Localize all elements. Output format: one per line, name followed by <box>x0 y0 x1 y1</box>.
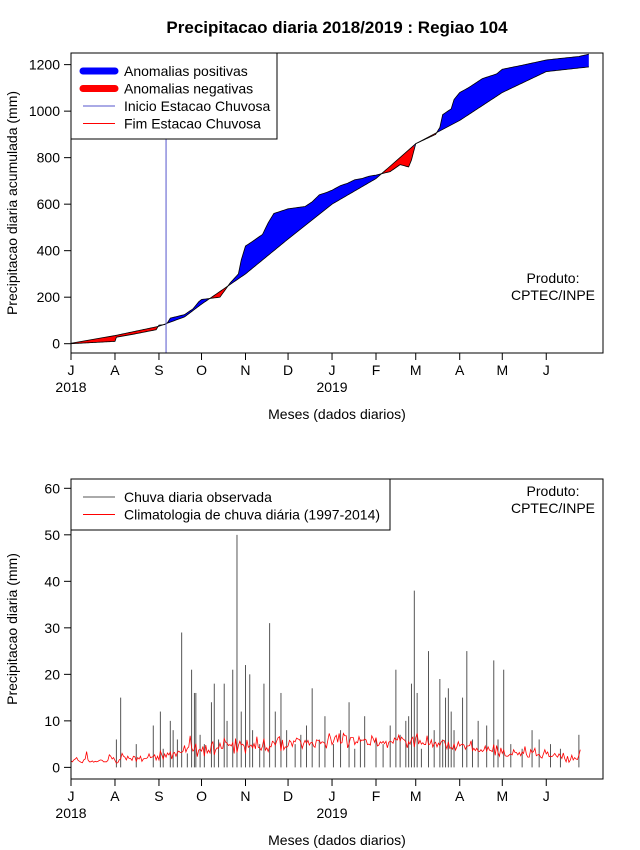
chart1-title: Precipitacao diaria 2018/2019 : Regiao 1… <box>166 18 508 37</box>
x-year-label: 2019 <box>316 805 347 821</box>
x-tick-label: S <box>154 362 163 378</box>
chart1-product-source: CPTEC/INPE <box>511 287 595 303</box>
y-tick-label: 10 <box>44 713 60 729</box>
chart2-legend: Chuva diaria observada Climatologia de ch… <box>70 478 391 531</box>
positive-anomaly-area <box>166 298 209 324</box>
y-tick-label: 600 <box>37 196 61 212</box>
y-tick-label: 800 <box>37 150 61 166</box>
y-tick-label: 60 <box>44 480 60 496</box>
positive-anomaly-area <box>435 54 589 135</box>
legend-label: Anomalias negativas <box>124 81 253 97</box>
y-tick-label: 1200 <box>29 57 60 73</box>
chart1-legend: Anomalias positivas Anomalias negativasIn… <box>70 52 278 140</box>
x-tick-label: M <box>496 788 508 804</box>
chart2-y-axis-title: Precipitacao diaria (mm) <box>4 553 20 705</box>
x-tick-label: A <box>455 788 465 804</box>
x-tick-label: J <box>543 788 550 804</box>
legend-label: Climatologia de chuva diária (1997-2014) <box>124 507 380 523</box>
chart2-data-layer <box>70 534 581 768</box>
chart2-product-source: CPTEC/INPE <box>511 500 595 516</box>
y-tick-label: 40 <box>44 573 60 589</box>
x-tick-label: A <box>110 362 120 378</box>
y-tick-label: 0 <box>52 759 60 775</box>
x-tick-label: M <box>410 362 422 378</box>
y-tick-label: 30 <box>44 620 60 636</box>
y-tick-label: 20 <box>44 666 60 682</box>
chart1-x-axis-title: Meses (dados diarios) <box>268 406 406 422</box>
y-tick-label: 50 <box>44 527 60 543</box>
chart2-x-axis-title: Meses (dados diarios) <box>268 832 406 848</box>
chart2-product-label: Produto: <box>527 483 580 499</box>
chart1-product-label: Produto: <box>527 270 580 286</box>
daily-climatology-line <box>70 732 581 764</box>
legend-label: Inicio Estacao Chuvosa <box>124 98 271 114</box>
x-tick-label: F <box>372 788 381 804</box>
y-tick-label: 200 <box>37 289 61 305</box>
x-tick-label: J <box>329 362 336 378</box>
x-tick-label: N <box>240 362 250 378</box>
x-tick-label: J <box>68 788 75 804</box>
y-tick-label: 1000 <box>29 103 60 119</box>
x-tick-label: F <box>372 362 381 378</box>
x-year-label: 2018 <box>55 805 86 821</box>
x-tick-label: M <box>496 362 508 378</box>
x-tick-label: D <box>283 362 293 378</box>
x-tick-label: A <box>110 788 120 804</box>
x-tick-label: J <box>329 788 336 804</box>
x-tick-label: J <box>543 362 550 378</box>
y-tick-label: 400 <box>37 243 61 259</box>
x-tick-label: N <box>240 788 250 804</box>
chart1-data-layer <box>70 53 589 353</box>
legend-label: Chuva diaria observada <box>124 489 272 505</box>
x-tick-label: A <box>455 362 465 378</box>
x-year-label: 2018 <box>55 379 86 395</box>
x-year-label: 2019 <box>316 379 347 395</box>
x-tick-label: O <box>196 362 207 378</box>
chart1-y-axis-title: Precipitacao diaria acumulada (mm) <box>4 91 20 315</box>
legend-box <box>70 52 278 140</box>
x-tick-label: J <box>68 362 75 378</box>
y-tick-label: 0 <box>52 336 60 352</box>
x-tick-label: D <box>283 788 293 804</box>
climatology-line <box>70 66 589 344</box>
x-tick-label: S <box>154 788 163 804</box>
legend-label: Anomalias positivas <box>124 63 248 79</box>
x-tick-label: M <box>410 788 422 804</box>
x-tick-label: O <box>196 788 207 804</box>
observed-line <box>70 53 589 345</box>
legend-label: Fim Estacao Chuvosa <box>124 116 261 132</box>
legend-box <box>70 478 391 531</box>
